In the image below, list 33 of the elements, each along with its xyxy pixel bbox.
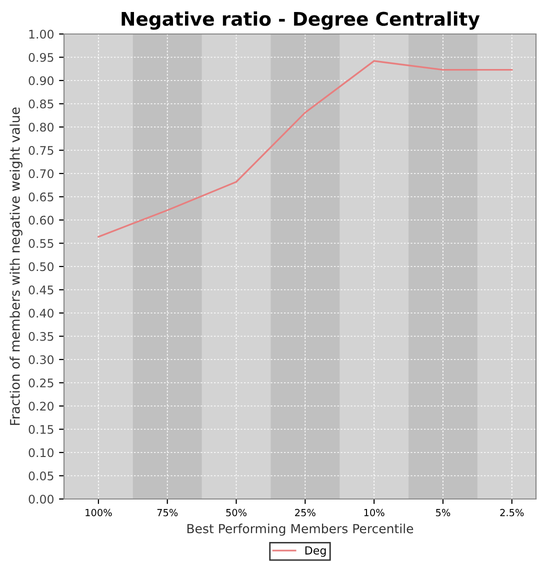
x-tick-label: 75% bbox=[157, 508, 178, 516]
y-tick-label: 0.35 bbox=[28, 332, 54, 341]
y-tick-label: 0.25 bbox=[28, 378, 54, 388]
x-tick-label: 10% bbox=[364, 508, 384, 516]
y-tick-label: 0.15 bbox=[28, 424, 54, 434]
y-tick-label: 0.45 bbox=[28, 285, 54, 294]
y-tick-label: 0.50 bbox=[28, 262, 54, 272]
y-tick-label: 1.00 bbox=[29, 30, 54, 39]
x-axis-title: Best Performing Members Percentile bbox=[187, 524, 414, 536]
y-tick-label: 0.70 bbox=[28, 169, 54, 178]
x-tick-label: 100% bbox=[86, 508, 112, 516]
line-series bbox=[98, 60, 513, 238]
y-tick-label: 0.30 bbox=[28, 355, 54, 364]
y-tick-label: 0.55 bbox=[28, 238, 54, 248]
chart-title: Negative ratio - Degree Centrality bbox=[122, 11, 480, 30]
y-tick-label: 0.80 bbox=[28, 122, 54, 132]
y-axis-title: Fraction of members with negative weight value bbox=[10, 108, 22, 425]
y-tick-label: 0.40 bbox=[28, 308, 54, 318]
y-tick-label: 0.75 bbox=[28, 146, 54, 155]
y-tick-label: 0.95 bbox=[28, 52, 54, 62]
y-tick-label: 0.85 bbox=[28, 99, 54, 108]
y-tick-label: 0.00 bbox=[28, 494, 54, 504]
y-tick-label: 0.90 bbox=[28, 76, 54, 86]
x-tick-label: 25% bbox=[295, 508, 316, 516]
x-tick-label: 2.5% bbox=[500, 508, 524, 516]
x-tick-label: 50% bbox=[226, 508, 247, 516]
y-tick-label: 0.05 bbox=[28, 471, 54, 480]
y-tick-label: 0.20 bbox=[28, 402, 54, 411]
y-tick-label: 0.60 bbox=[28, 216, 54, 225]
x-tick-label: 5% bbox=[436, 508, 450, 516]
y-tick-label: 0.10 bbox=[28, 448, 54, 458]
y-tick-label: 0.65 bbox=[28, 192, 54, 202]
legend-label: Deg bbox=[305, 546, 326, 557]
